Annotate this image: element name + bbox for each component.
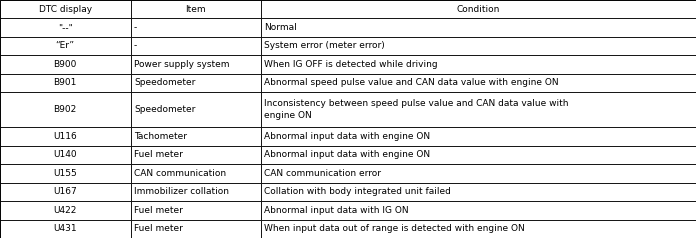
Bar	[261, 145, 696, 164]
Text: System error (meter error): System error (meter error)	[264, 41, 386, 50]
Text: CAN communication error: CAN communication error	[264, 169, 381, 178]
Bar	[131, 0, 261, 18]
Text: Speedometer: Speedometer	[134, 78, 196, 87]
Text: Inconsistency between speed pulse value and CAN data value with
engine ON: Inconsistency between speed pulse value …	[264, 99, 569, 120]
Text: When input data out of range is detected with engine ON: When input data out of range is detected…	[264, 224, 525, 233]
Bar	[0, 74, 131, 92]
Text: Abnormal input data with engine ON: Abnormal input data with engine ON	[264, 150, 431, 159]
Bar	[131, 18, 261, 36]
Bar	[261, 201, 696, 219]
Text: Normal: Normal	[264, 23, 297, 32]
Text: -: -	[134, 23, 137, 32]
Bar	[261, 18, 696, 36]
Bar	[131, 55, 261, 74]
Text: Abnormal input data with IG ON: Abnormal input data with IG ON	[264, 206, 409, 215]
Text: Abnormal input data with engine ON: Abnormal input data with engine ON	[264, 132, 431, 141]
Text: Fuel meter: Fuel meter	[134, 206, 183, 215]
Text: -: -	[134, 41, 137, 50]
Bar	[0, 127, 131, 145]
Text: DTC display: DTC display	[39, 5, 92, 14]
Text: Power supply system: Power supply system	[134, 60, 230, 69]
Bar	[261, 164, 696, 183]
Bar	[261, 55, 696, 74]
Text: U422: U422	[54, 206, 77, 215]
Text: "--": "--"	[58, 23, 72, 32]
Bar	[131, 145, 261, 164]
Text: Collation with body integrated unit failed: Collation with body integrated unit fail…	[264, 187, 452, 196]
Text: B900: B900	[54, 60, 77, 69]
Bar	[261, 183, 696, 201]
Bar	[0, 36, 131, 55]
Bar	[261, 127, 696, 145]
Text: Immobilizer collation: Immobilizer collation	[134, 187, 229, 196]
Text: CAN communication: CAN communication	[134, 169, 226, 178]
Text: Fuel meter: Fuel meter	[134, 224, 183, 233]
Text: Tachometer: Tachometer	[134, 132, 187, 141]
Text: When IG OFF is detected while driving: When IG OFF is detected while driving	[264, 60, 438, 69]
Bar	[261, 74, 696, 92]
Bar	[261, 92, 696, 127]
Text: Fuel meter: Fuel meter	[134, 150, 183, 159]
Bar	[0, 145, 131, 164]
Text: U140: U140	[54, 150, 77, 159]
Bar	[0, 18, 131, 36]
Text: Speedometer: Speedometer	[134, 105, 196, 114]
Bar	[0, 201, 131, 219]
Bar	[131, 36, 261, 55]
Text: Item: Item	[185, 5, 206, 14]
Bar	[131, 74, 261, 92]
Text: B901: B901	[54, 78, 77, 87]
Text: Abnormal speed pulse value and CAN data value with engine ON: Abnormal speed pulse value and CAN data …	[264, 78, 559, 87]
Bar	[131, 164, 261, 183]
Bar	[0, 0, 131, 18]
Bar	[0, 219, 131, 238]
Text: U431: U431	[54, 224, 77, 233]
Bar	[0, 92, 131, 127]
Bar	[261, 0, 696, 18]
Text: U116: U116	[54, 132, 77, 141]
Bar	[131, 127, 261, 145]
Bar	[0, 164, 131, 183]
Bar	[131, 201, 261, 219]
Bar	[131, 183, 261, 201]
Text: “Er”: “Er”	[56, 41, 74, 50]
Text: Condition: Condition	[457, 5, 500, 14]
Text: B902: B902	[54, 105, 77, 114]
Bar	[0, 55, 131, 74]
Bar	[261, 219, 696, 238]
Text: U167: U167	[54, 187, 77, 196]
Bar	[131, 92, 261, 127]
Bar	[0, 183, 131, 201]
Text: U155: U155	[54, 169, 77, 178]
Bar	[131, 219, 261, 238]
Bar	[261, 36, 696, 55]
